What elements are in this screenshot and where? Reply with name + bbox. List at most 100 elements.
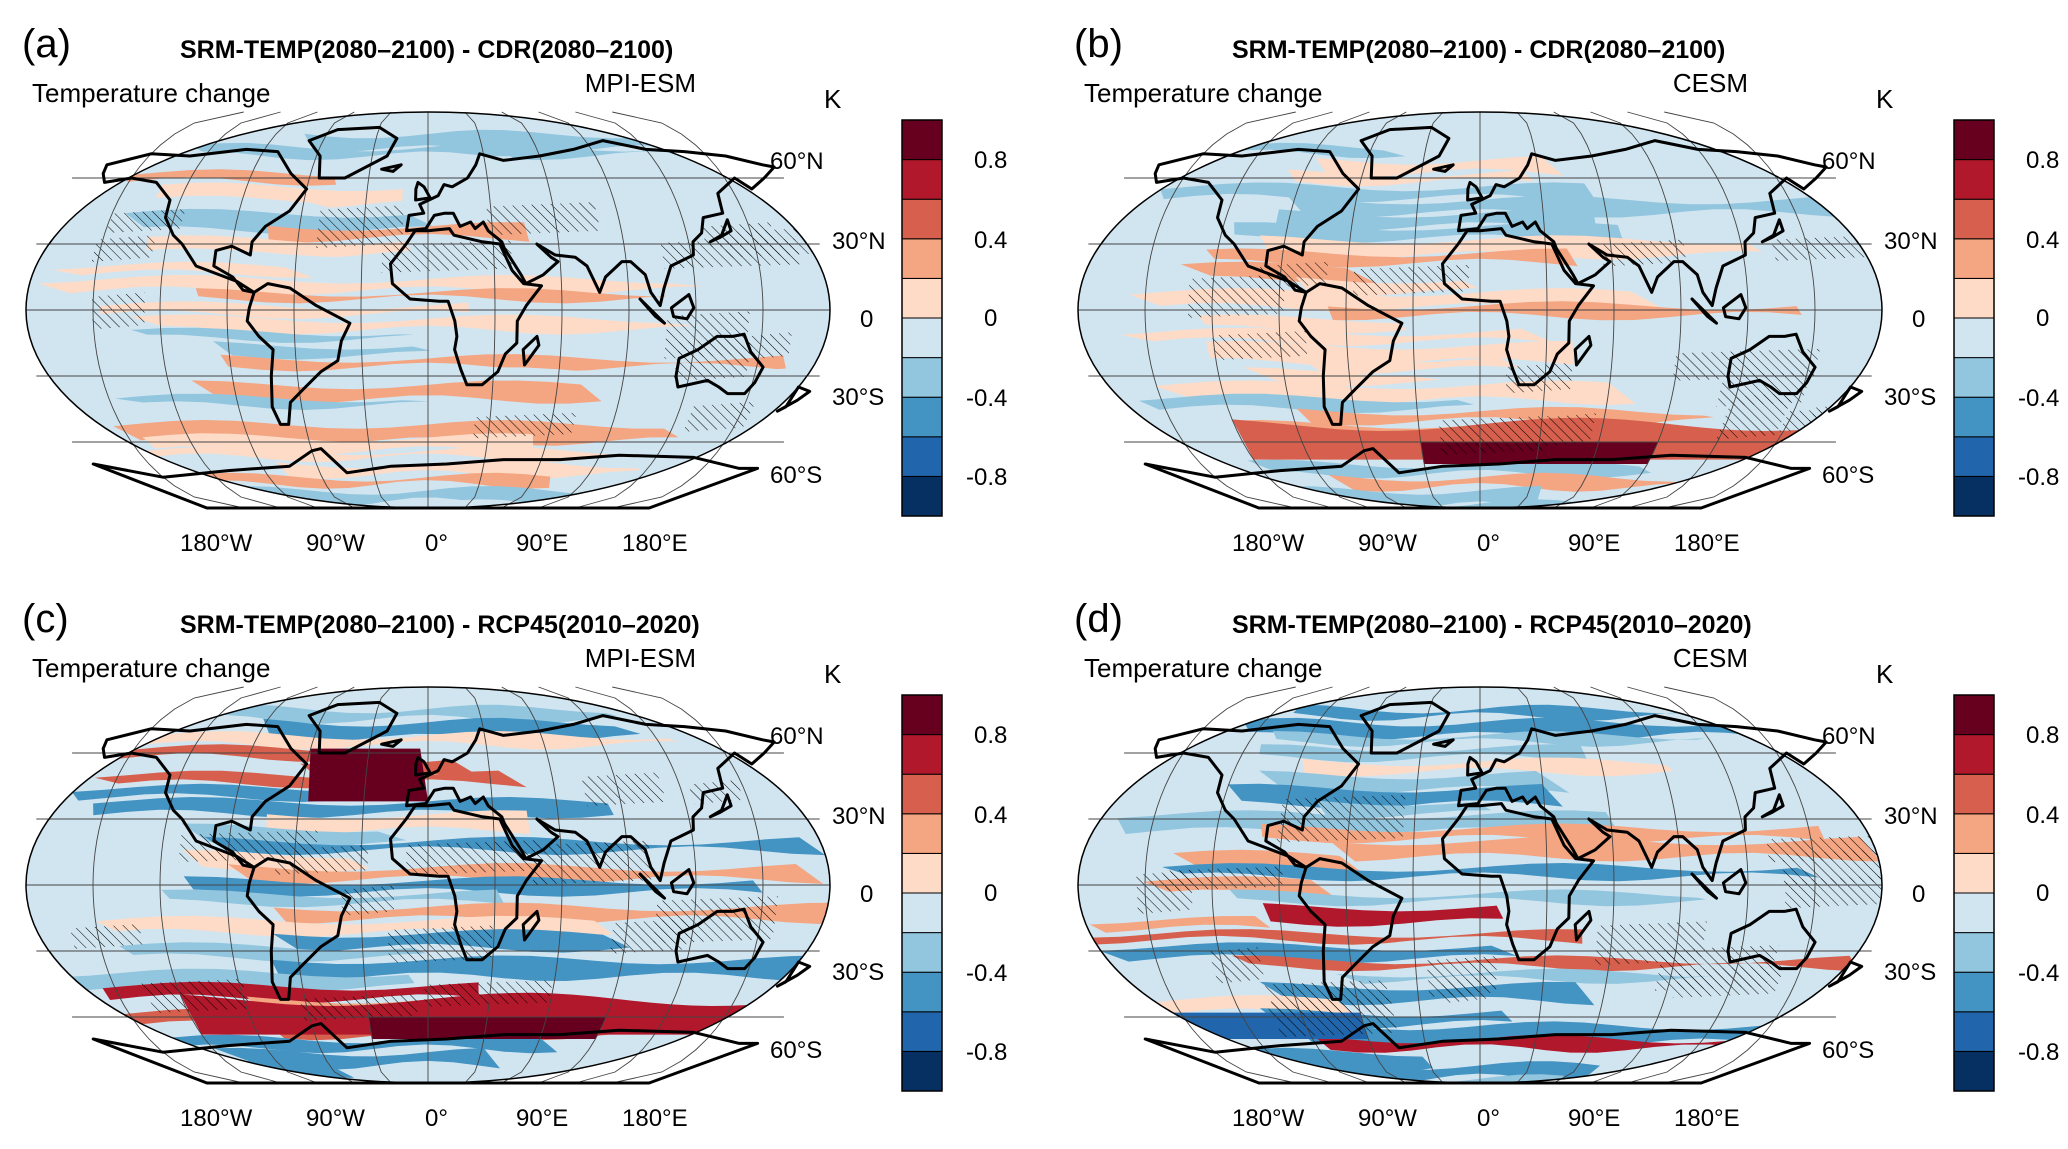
colorbar-segment bbox=[1953, 971, 1995, 1013]
lat-label-eq: 0 bbox=[860, 881, 874, 908]
field-band bbox=[125, 195, 337, 212]
hatch-patch bbox=[299, 994, 418, 1021]
colorbar-segment bbox=[1953, 277, 1995, 319]
coastline bbox=[1153, 147, 1361, 294]
colorbar-segment bbox=[901, 357, 943, 398]
graticule bbox=[1078, 686, 1882, 1084]
lon-label-90w: 90°W bbox=[1358, 1105, 1417, 1132]
coastline bbox=[91, 447, 760, 510]
colorbar-tick-0: 0 bbox=[2036, 880, 2050, 907]
coastline bbox=[1690, 297, 1718, 325]
colorbar-segment bbox=[901, 773, 943, 815]
meridian-line bbox=[1590, 686, 1682, 1084]
colorbar-segment bbox=[901, 475, 943, 517]
coastline bbox=[775, 960, 812, 988]
field-band bbox=[1160, 182, 1598, 203]
meridian-line bbox=[159, 111, 281, 509]
meridian-line bbox=[1516, 686, 1548, 1084]
colorbar-segment bbox=[901, 436, 943, 477]
meridian-line bbox=[159, 686, 281, 1084]
field-band bbox=[1314, 1034, 1794, 1053]
meridian-line bbox=[1412, 111, 1444, 509]
lon-label-180e: 180°E bbox=[622, 1105, 688, 1132]
colorbar-unit: K bbox=[824, 84, 842, 114]
hatch-patch bbox=[1258, 261, 1329, 289]
colorbar-unit: K bbox=[1876, 659, 1894, 689]
colorbar-segment bbox=[1953, 1050, 1995, 1092]
meridian-line bbox=[1345, 111, 1407, 509]
hatch-patch bbox=[424, 980, 553, 1007]
colorbar-segment bbox=[901, 159, 943, 200]
field-band bbox=[1273, 731, 1705, 747]
colorbar-tick-0.4: 0.4 bbox=[2026, 802, 2060, 829]
significance-hatching bbox=[70, 772, 779, 1021]
field-band bbox=[130, 314, 696, 335]
meridian-line bbox=[1627, 686, 1749, 1084]
meridian-line bbox=[1553, 111, 1615, 509]
map-figure bbox=[1077, 686, 1995, 1092]
hatch-patch bbox=[1426, 956, 1497, 997]
lat-label-60n: 60°N bbox=[770, 148, 824, 175]
coastline bbox=[674, 907, 765, 971]
colorbar-tick-neg0.8: -0.8 bbox=[2018, 464, 2060, 491]
field-band bbox=[1089, 916, 1271, 933]
coastline bbox=[1297, 282, 1404, 426]
panel-label: (d) bbox=[1074, 597, 1123, 641]
colorbar-segment bbox=[1953, 734, 1995, 775]
field-band bbox=[1275, 208, 1597, 231]
coastline bbox=[1726, 907, 1817, 971]
colorbar-tick-neg0.8: -0.8 bbox=[966, 464, 1008, 491]
colorbar-frame bbox=[901, 119, 943, 517]
colorbar-segment bbox=[1953, 198, 1995, 240]
colorbar-segment bbox=[901, 971, 943, 1013]
hatch-patch bbox=[70, 924, 143, 949]
field-band bbox=[1231, 955, 1859, 972]
meridian-line bbox=[1516, 111, 1548, 509]
field-band bbox=[1335, 968, 1714, 984]
hatch-patch bbox=[682, 401, 756, 432]
lat-label-30s: 30°S bbox=[1884, 384, 1937, 411]
field-band bbox=[195, 288, 667, 304]
lat-label-60s: 60°S bbox=[770, 1037, 823, 1064]
colorbar-frame bbox=[1953, 694, 1995, 1092]
colorbar-segment bbox=[1953, 436, 1995, 477]
hatch-patch bbox=[1654, 945, 1780, 991]
meridian-line bbox=[1627, 111, 1749, 509]
coastline bbox=[1573, 909, 1593, 942]
coastline bbox=[307, 125, 399, 180]
hatch-patch bbox=[473, 412, 577, 439]
colorbar bbox=[901, 694, 943, 1092]
meridian-line bbox=[226, 686, 318, 1084]
colorbar-segment bbox=[1953, 238, 1995, 279]
coastline bbox=[669, 868, 696, 896]
lat-label-30n: 30°N bbox=[832, 803, 886, 830]
colorbar-segment bbox=[901, 813, 943, 854]
field-band bbox=[1298, 356, 1520, 375]
lat-label-eq: 0 bbox=[1912, 306, 1926, 333]
graticule bbox=[26, 111, 830, 509]
field-band bbox=[273, 902, 830, 924]
colorbar-segment bbox=[901, 734, 943, 775]
colorbar-tick-neg0.4: -0.4 bbox=[2018, 385, 2060, 412]
lon-label-90e: 90°E bbox=[516, 530, 569, 557]
coastline bbox=[638, 297, 666, 325]
meridian-line bbox=[1664, 686, 1816, 1084]
coastline bbox=[1690, 872, 1718, 900]
coastline bbox=[1827, 960, 1864, 988]
meridian-line bbox=[360, 111, 392, 509]
colorbar-tick-0.8: 0.8 bbox=[974, 722, 1008, 749]
hatch-patch bbox=[1782, 849, 1882, 886]
lat-label-30s: 30°S bbox=[1884, 959, 1937, 986]
coastline bbox=[1466, 755, 1484, 777]
coastline bbox=[775, 385, 812, 413]
quantity-label: Temperature change bbox=[32, 653, 271, 683]
field-band bbox=[1229, 889, 1706, 907]
panel-label: (a) bbox=[22, 22, 71, 66]
lon-label-90w: 90°W bbox=[306, 1105, 365, 1132]
colorbar-segment bbox=[901, 238, 943, 279]
coastline bbox=[674, 332, 765, 396]
meridian-line bbox=[360, 686, 392, 1084]
panel-label: (c) bbox=[22, 597, 69, 641]
colorbar-tick-0: 0 bbox=[2036, 305, 2050, 332]
meridian-line bbox=[612, 111, 764, 509]
